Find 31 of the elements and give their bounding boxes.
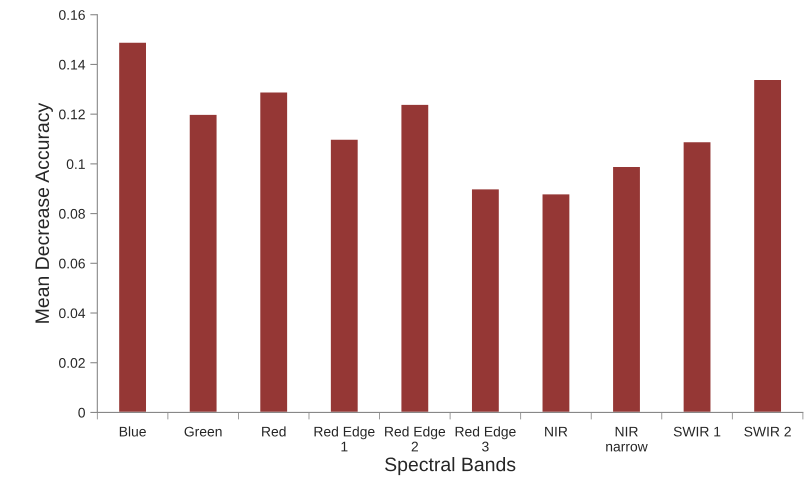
y-tick-label: 0.04 — [59, 308, 86, 318]
x-tick-label: NIR narrow — [606, 426, 648, 452]
bar — [612, 166, 642, 412]
x-tick-label: Blue — [120, 426, 146, 437]
y-tick-label: 0.1 — [66, 159, 85, 170]
y-tick-label: 0 — [78, 408, 85, 418]
x-tick-label: Green — [184, 426, 222, 437]
bar — [258, 91, 289, 412]
x-axis-title: Spectral Bands — [385, 457, 516, 476]
x-tick-label: NIR — [545, 426, 568, 436]
x-tick-label: SWIR 2 — [744, 426, 791, 437]
bar — [470, 188, 500, 412]
y-tick-label: 0.08 — [59, 208, 85, 219]
y-axis-title: Mean Decrease Accuracy — [36, 102, 53, 323]
x-tick-label: Red Edge 2 — [385, 426, 446, 452]
x-tick-label: SWIR 1 — [674, 426, 720, 437]
y-tick-label: 0.02 — [59, 358, 85, 368]
bar — [188, 113, 218, 412]
x-tick-label: Red Edge 1 — [314, 426, 375, 452]
x-tick-label: Red Edge 3 — [456, 426, 516, 452]
y-tick-label: 0.16 — [59, 10, 85, 20]
bar — [752, 78, 782, 412]
bar — [329, 138, 360, 412]
bar — [400, 104, 430, 412]
bar — [118, 41, 148, 412]
y-tick-label: 0.12 — [59, 109, 85, 120]
y-tick-label: 0.14 — [59, 60, 86, 70]
y-tick-label: 0.06 — [59, 258, 85, 268]
bar — [682, 140, 712, 412]
x-tick-label: Red — [262, 426, 286, 437]
bar — [541, 193, 571, 412]
